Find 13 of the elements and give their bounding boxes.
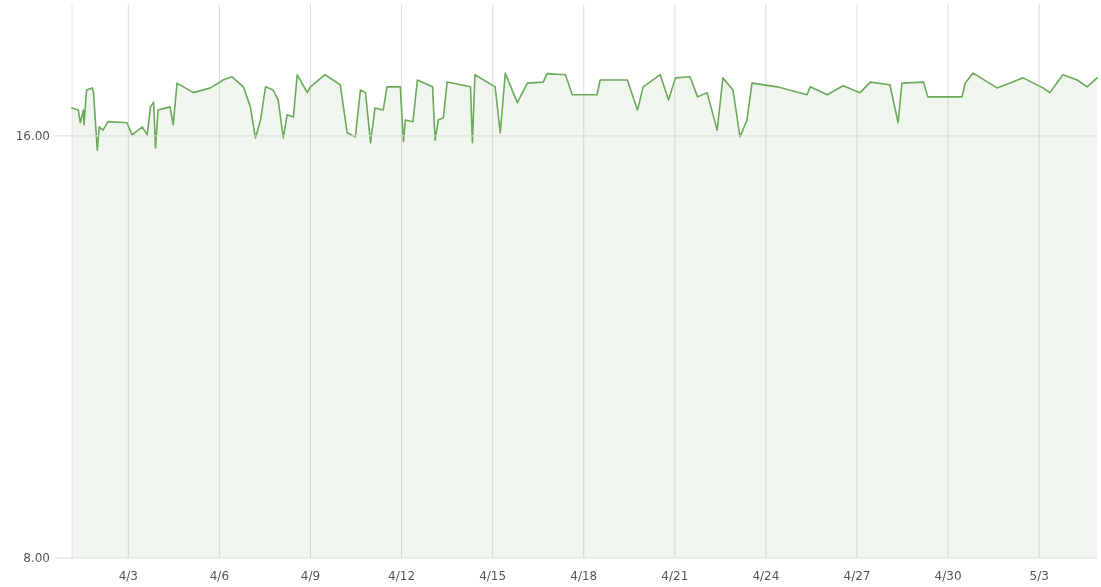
x-tick-label: 4/9: [300, 569, 321, 583]
x-tick-label: 4/27: [843, 569, 871, 583]
y-tick-label: 8.00: [23, 551, 50, 566]
x-tick-label: 4/15: [479, 569, 507, 583]
x-tick-label: 4/30: [934, 569, 962, 583]
x-tick-label: 4/21: [661, 569, 689, 583]
x-tick-label: 4/18: [570, 569, 598, 583]
x-tick-label: 4/6: [209, 569, 230, 583]
y-tick-label: 16.00: [15, 129, 50, 144]
x-tick-label: 4/3: [118, 569, 138, 583]
x-tick-label: 4/24: [752, 569, 780, 583]
x-tick-label: 4/12: [388, 569, 416, 583]
x-tick-label: 5/3: [1029, 569, 1049, 583]
